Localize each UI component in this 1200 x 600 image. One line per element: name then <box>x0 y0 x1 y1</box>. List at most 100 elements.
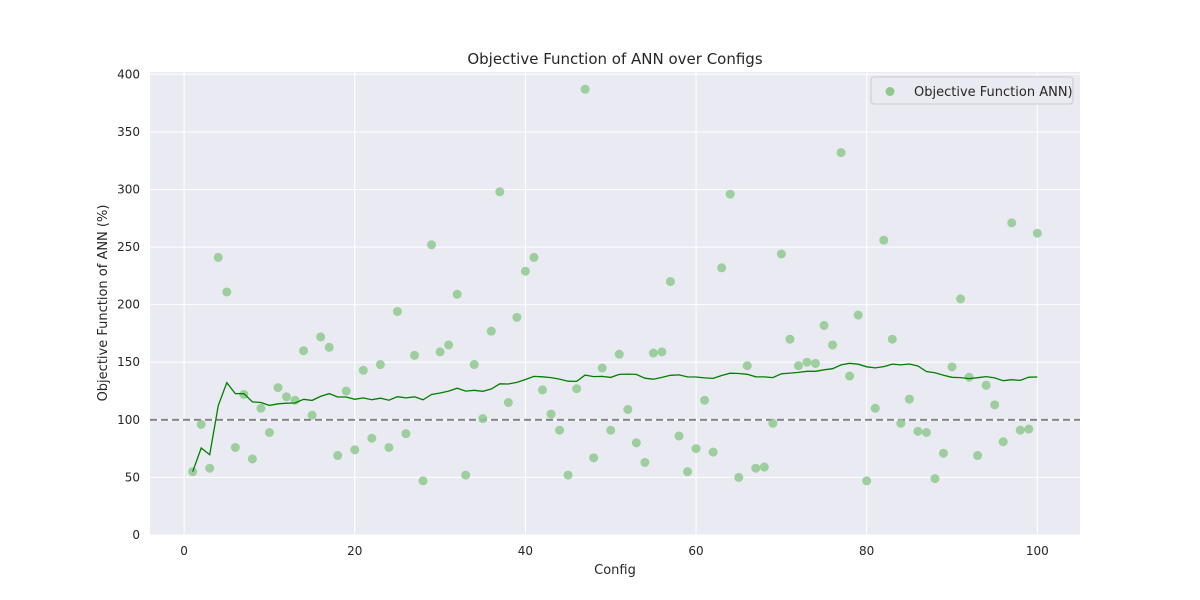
scatter-point <box>725 189 735 199</box>
scatter-point <box>742 361 752 371</box>
y-tick-label: 350 <box>117 125 140 139</box>
scatter-point <box>589 453 599 463</box>
legend-frame <box>870 76 1074 105</box>
rolling-line-series <box>192 362 1038 472</box>
scatter-point <box>392 307 402 317</box>
scatter-point <box>921 427 931 437</box>
scatter-point <box>708 447 718 457</box>
scatter-point <box>981 380 991 390</box>
scatter-point <box>495 187 505 197</box>
scatter-point <box>307 410 317 420</box>
scatter-point <box>904 394 914 404</box>
scatter-point <box>597 363 607 373</box>
scatter-point <box>853 310 863 320</box>
scatter-point <box>998 437 1008 447</box>
scatter-point <box>631 438 641 448</box>
scatter-point <box>264 427 274 437</box>
scatter-point <box>1024 424 1034 434</box>
y-tick-label: 300 <box>117 182 140 196</box>
scatter-point <box>683 467 693 477</box>
scatter-point <box>657 347 667 357</box>
legend-marker <box>885 87 895 96</box>
scatter-point <box>316 332 326 342</box>
scatter-point <box>418 476 428 486</box>
scatter-point <box>452 289 462 299</box>
scatter-point <box>230 442 240 452</box>
y-tick-label: 400 <box>117 67 140 81</box>
scatter-point <box>938 448 948 458</box>
scatter-point <box>537 385 547 395</box>
scatter-point <box>913 426 923 436</box>
scatter-point <box>836 148 846 158</box>
y-axis-label: Objective Function of ANN (%) <box>96 205 111 402</box>
x-tick-label: 40 <box>518 544 533 558</box>
scatter-point <box>546 409 556 419</box>
scatter-point <box>580 84 590 94</box>
scatter-point <box>896 418 906 428</box>
scatter-point <box>956 294 966 304</box>
x-tick-labels: 0 20 40 60 80 100 <box>180 544 1048 558</box>
scatter-point <box>879 235 889 245</box>
scatter-point <box>529 252 539 262</box>
y-tick-label: 200 <box>117 298 140 312</box>
scatter-point <box>401 429 411 439</box>
scatter-point <box>520 266 530 276</box>
scatter-point <box>299 346 309 356</box>
y-tick-label: 100 <box>117 413 140 427</box>
scatter-point <box>213 252 223 262</box>
scatter-point <box>691 444 701 454</box>
x-axis-label: Config <box>594 563 636 578</box>
scatter-point <box>247 454 257 464</box>
scatter-point <box>1015 425 1025 435</box>
chart-title: Objective Function of ANN over Configs <box>467 50 763 68</box>
scatter-point <box>870 403 880 413</box>
scatter-point <box>196 419 206 429</box>
scatter-point <box>614 349 624 359</box>
scatter-point <box>350 445 360 455</box>
scatter-point <box>384 442 394 452</box>
scatter-point <box>282 392 292 402</box>
scatter-point <box>563 470 573 480</box>
scatter-point <box>435 347 445 357</box>
scatter-point <box>793 361 803 371</box>
scatter-point <box>845 371 855 381</box>
x-tick-label: 0 <box>180 544 188 558</box>
scatter-point <box>640 457 650 467</box>
scatter-point <box>512 312 522 322</box>
scatter-point <box>964 372 974 382</box>
x-tick-label: 20 <box>347 544 362 558</box>
scatter-point <box>862 476 872 486</box>
scatter-point <box>358 365 368 375</box>
scatter-point <box>222 287 232 297</box>
scatter-point <box>572 384 582 394</box>
scatter-point <box>324 342 334 352</box>
y-tick-label: 250 <box>117 240 140 254</box>
scatter-point <box>887 334 897 344</box>
scatter-point <box>717 263 727 273</box>
legend-entry-label: Objective Function ANN) <box>914 85 1073 100</box>
y-tick-label: 0 <box>132 528 140 542</box>
scatter-point <box>1032 228 1042 238</box>
grid-lines <box>150 72 1080 536</box>
y-tick-label: 150 <box>117 355 140 369</box>
scatter-point <box>802 357 812 367</box>
scatter-point <box>341 386 351 396</box>
scatter-point <box>427 240 437 250</box>
scatter-point <box>375 360 385 370</box>
scatter-point <box>811 358 821 368</box>
scatter-point <box>623 404 633 414</box>
legend: Objective Function ANN) <box>870 76 1074 105</box>
scatter-point <box>700 395 710 405</box>
scatter-point <box>973 451 983 461</box>
scatter-point <box>273 383 283 393</box>
scatter-point <box>256 403 266 413</box>
x-tick-label: 100 <box>1026 544 1049 558</box>
plot-area <box>150 72 1080 535</box>
rolling-average-line <box>192 362 1038 472</box>
scatter-series <box>188 84 1042 486</box>
scatter-point <box>947 362 957 372</box>
scatter-point <box>205 463 215 473</box>
scatter-point <box>751 463 761 473</box>
scatter-point <box>478 414 488 424</box>
